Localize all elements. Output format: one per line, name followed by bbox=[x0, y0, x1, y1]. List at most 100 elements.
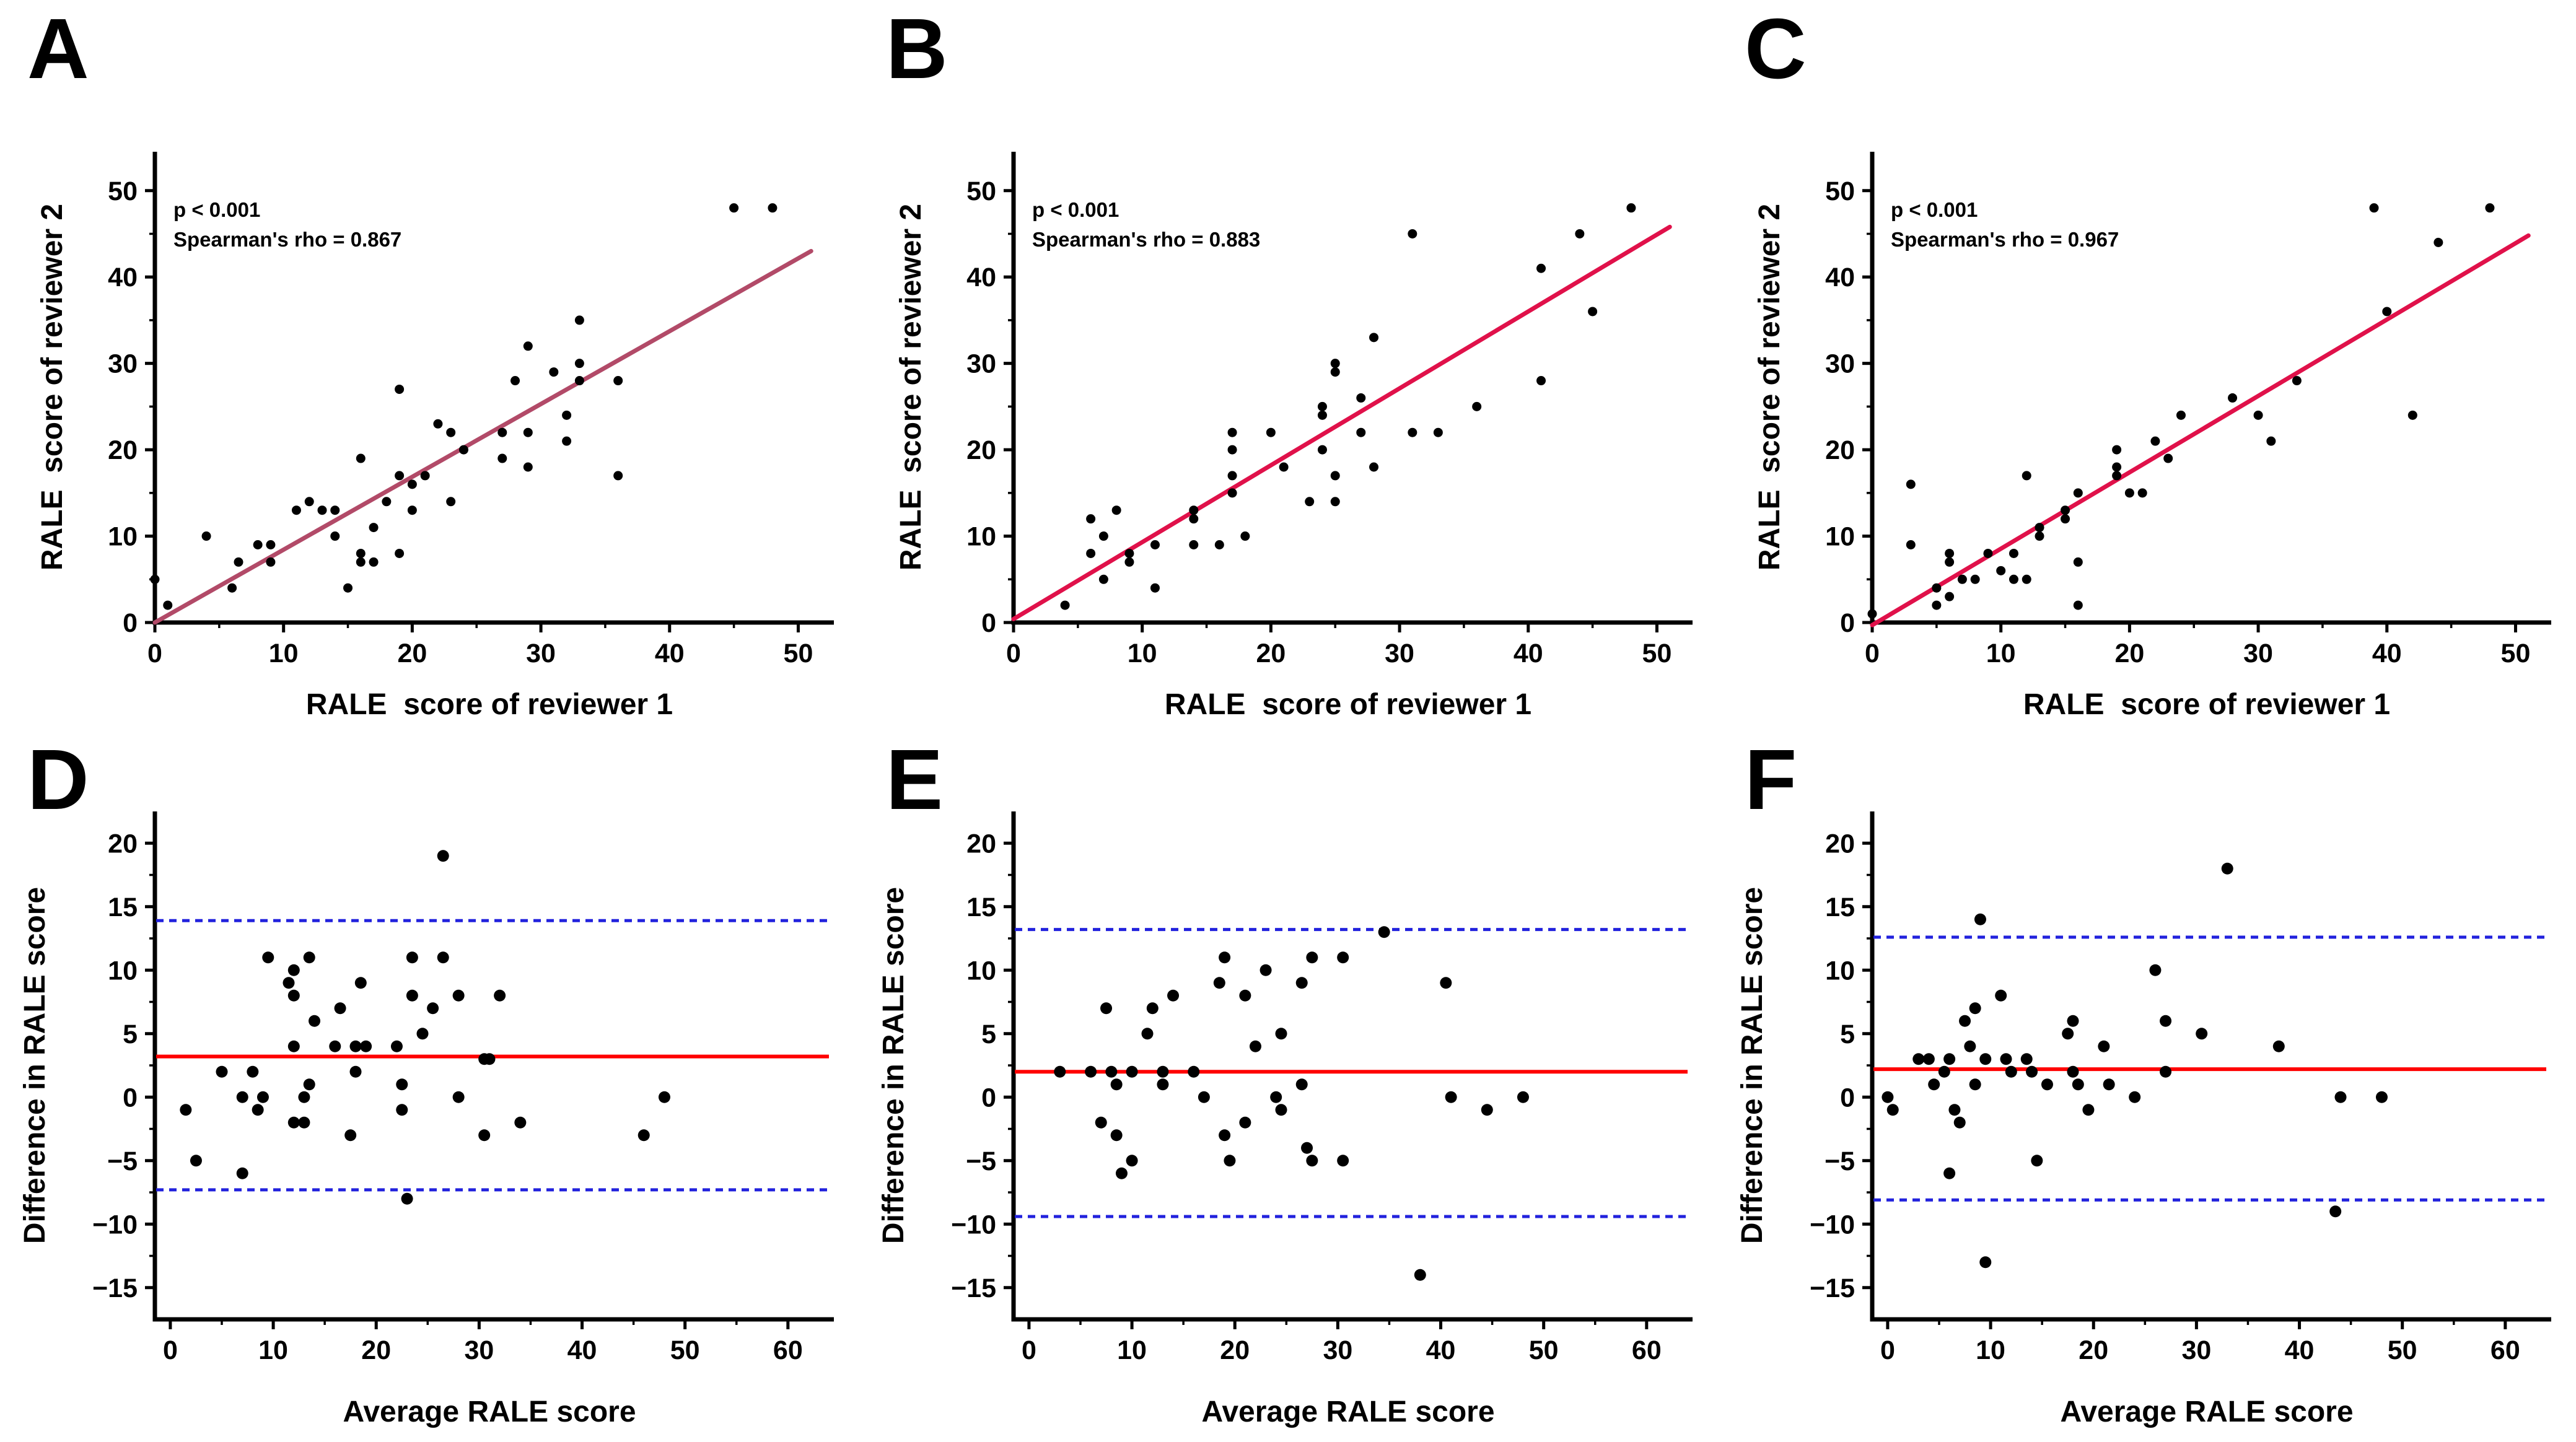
svg-text:0: 0 bbox=[1880, 1335, 1895, 1365]
svg-text:Difference in RALE score: Difference in RALE score bbox=[877, 887, 910, 1244]
svg-text:20: 20 bbox=[1825, 829, 1855, 859]
svg-text:30: 30 bbox=[464, 1335, 494, 1365]
svg-text:5: 5 bbox=[981, 1020, 996, 1049]
svg-text:RALE score of reviewer 2: RALE score of reviewer 2 bbox=[1753, 204, 1786, 570]
svg-text:0: 0 bbox=[1840, 608, 1855, 638]
svg-text:10: 10 bbox=[269, 639, 299, 668]
svg-text:0: 0 bbox=[163, 1335, 178, 1365]
panel-a-letter: A bbox=[27, 1, 89, 97]
svg-text:RALE score of reviewer 1: RALE score of reviewer 1 bbox=[2023, 688, 2390, 721]
svg-text:10: 10 bbox=[1986, 639, 2016, 668]
panel-b-chart: 0 10 20 30 40 50 0 10 20 30 40 50 RALE score of revi… bbox=[895, 152, 1693, 721]
svg-text:40: 40 bbox=[2285, 1335, 2315, 1365]
svg-text:−5: −5 bbox=[966, 1147, 996, 1176]
svg-text:40: 40 bbox=[108, 263, 138, 292]
panel-b: 0 10 20 30 40 50 0 10 20 30 40 50 RALE score of revi… bbox=[859, 0, 1717, 731]
svg-text:30: 30 bbox=[2243, 639, 2273, 668]
svg-text:10: 10 bbox=[108, 522, 138, 552]
svg-text:0: 0 bbox=[981, 608, 996, 638]
svg-text:−5: −5 bbox=[1825, 1147, 1855, 1176]
svg-text:Spearman's rho = 0.867: Spearman's rho = 0.867 bbox=[173, 228, 401, 251]
svg-text:15: 15 bbox=[1825, 893, 1855, 922]
svg-text:RALE score of reviewer 1: RALE score of reviewer 1 bbox=[306, 688, 673, 721]
svg-text:20: 20 bbox=[1220, 1335, 1250, 1365]
svg-text:40: 40 bbox=[966, 263, 996, 292]
panel-d: 0 10 20 30 40 50 60 −15 −10 −5 0 5 10 15 20 Average RAL… bbox=[0, 731, 859, 1442]
svg-text:0: 0 bbox=[123, 608, 138, 638]
svg-text:50: 50 bbox=[784, 639, 813, 668]
svg-text:50: 50 bbox=[2501, 639, 2531, 668]
svg-text:10: 10 bbox=[966, 522, 996, 552]
svg-text:50: 50 bbox=[1642, 639, 1672, 668]
svg-text:30: 30 bbox=[2181, 1335, 2211, 1365]
svg-text:20: 20 bbox=[2079, 1335, 2108, 1365]
svg-text:5: 5 bbox=[1840, 1020, 1855, 1049]
svg-text:0: 0 bbox=[1006, 639, 1021, 668]
svg-text:p < 0.001: p < 0.001 bbox=[173, 198, 260, 221]
svg-text:30: 30 bbox=[1323, 1335, 1352, 1365]
svg-text:0: 0 bbox=[123, 1083, 138, 1112]
svg-text:RALE score of reviewer 1: RALE score of reviewer 1 bbox=[1165, 688, 1531, 721]
svg-text:20: 20 bbox=[2114, 639, 2144, 668]
svg-text:50: 50 bbox=[108, 177, 138, 206]
svg-text:20: 20 bbox=[361, 1335, 391, 1365]
svg-text:Difference in RALE score: Difference in RALE score bbox=[19, 887, 51, 1244]
svg-text:30: 30 bbox=[1825, 349, 1855, 379]
svg-text:0: 0 bbox=[147, 639, 162, 668]
svg-text:Spearman's rho = 0.967: Spearman's rho = 0.967 bbox=[1891, 228, 2119, 251]
panel-a: 0 10 20 30 40 50 0 10 20 30 40 50 RALE score of revi… bbox=[0, 0, 859, 731]
svg-text:20: 20 bbox=[966, 829, 996, 859]
panel-c-letter: C bbox=[1745, 1, 1807, 97]
panel-e: 0 10 20 30 40 50 60 −15 −10 −5 0 5 10 15 20 Average RAL… bbox=[859, 731, 1717, 1442]
svg-text:RALE score of reviewer 2: RALE score of reviewer 2 bbox=[36, 204, 69, 570]
svg-text:30: 30 bbox=[526, 639, 556, 668]
svg-text:40: 40 bbox=[1514, 639, 1543, 668]
svg-text:20: 20 bbox=[966, 435, 996, 465]
svg-text:60: 60 bbox=[1632, 1335, 1662, 1365]
svg-text:0: 0 bbox=[981, 1083, 996, 1112]
svg-text:50: 50 bbox=[670, 1335, 700, 1365]
svg-text:60: 60 bbox=[773, 1335, 803, 1365]
svg-text:40: 40 bbox=[1825, 263, 1855, 292]
svg-text:Average RALE score: Average RALE score bbox=[1201, 1396, 1494, 1428]
svg-text:Spearman's rho = 0.883: Spearman's rho = 0.883 bbox=[1032, 228, 1260, 251]
svg-text:40: 40 bbox=[1426, 1335, 1456, 1365]
svg-text:10: 10 bbox=[1976, 1335, 2005, 1365]
svg-text:−10: −10 bbox=[92, 1210, 138, 1239]
svg-text:20: 20 bbox=[397, 639, 427, 668]
svg-text:−5: −5 bbox=[107, 1147, 138, 1176]
svg-text:20: 20 bbox=[108, 435, 138, 465]
svg-text:p < 0.001: p < 0.001 bbox=[1032, 198, 1119, 221]
svg-text:30: 30 bbox=[966, 349, 996, 379]
svg-text:15: 15 bbox=[108, 893, 138, 922]
svg-text:50: 50 bbox=[2388, 1335, 2417, 1365]
svg-text:0: 0 bbox=[1865, 639, 1880, 668]
svg-text:50: 50 bbox=[1825, 177, 1855, 206]
svg-text:p < 0.001: p < 0.001 bbox=[1891, 198, 1978, 221]
svg-text:20: 20 bbox=[108, 829, 138, 859]
svg-text:−15: −15 bbox=[951, 1274, 996, 1303]
svg-text:10: 10 bbox=[1825, 956, 1855, 985]
svg-text:30: 30 bbox=[1385, 639, 1414, 668]
svg-text:40: 40 bbox=[655, 639, 685, 668]
svg-text:40: 40 bbox=[2372, 639, 2402, 668]
panel-a-chart: 0 10 20 30 40 50 0 10 20 30 40 50 RALE score of revi… bbox=[36, 152, 834, 721]
panel-c: 0 10 20 30 40 50 0 10 20 30 40 50 RALE score of revi… bbox=[1717, 0, 2576, 731]
svg-text:Difference in RALE score: Difference in RALE score bbox=[1736, 887, 1769, 1244]
panel-c-chart: 0 10 20 30 40 50 0 10 20 30 40 50 RALE score of revi… bbox=[1753, 152, 2551, 721]
panel-e-chart: 0 10 20 30 40 50 60 −15 −10 −5 0 5 10 15 20 Average RAL… bbox=[877, 811, 1693, 1428]
svg-text:15: 15 bbox=[966, 893, 996, 922]
panel-f-chart: 0 10 20 30 40 50 60 −15 −10 −5 0 5 10 15 20 Average RAL… bbox=[1736, 811, 2551, 1428]
svg-text:10: 10 bbox=[1825, 522, 1855, 552]
panel-f-letter: F bbox=[1745, 732, 1797, 828]
panel-f: 0 10 20 30 40 50 60 −15 −10 −5 0 5 10 15 20 Average RAL… bbox=[1717, 731, 2576, 1442]
svg-text:10: 10 bbox=[1117, 1335, 1147, 1365]
svg-text:60: 60 bbox=[2491, 1335, 2520, 1365]
svg-text:30: 30 bbox=[108, 349, 138, 379]
panel-e-letter: E bbox=[886, 732, 944, 828]
svg-text:20: 20 bbox=[1256, 639, 1286, 668]
svg-text:10: 10 bbox=[966, 956, 996, 985]
svg-text:5: 5 bbox=[123, 1020, 138, 1049]
svg-text:RALE score of reviewer 2: RALE score of reviewer 2 bbox=[895, 204, 927, 570]
